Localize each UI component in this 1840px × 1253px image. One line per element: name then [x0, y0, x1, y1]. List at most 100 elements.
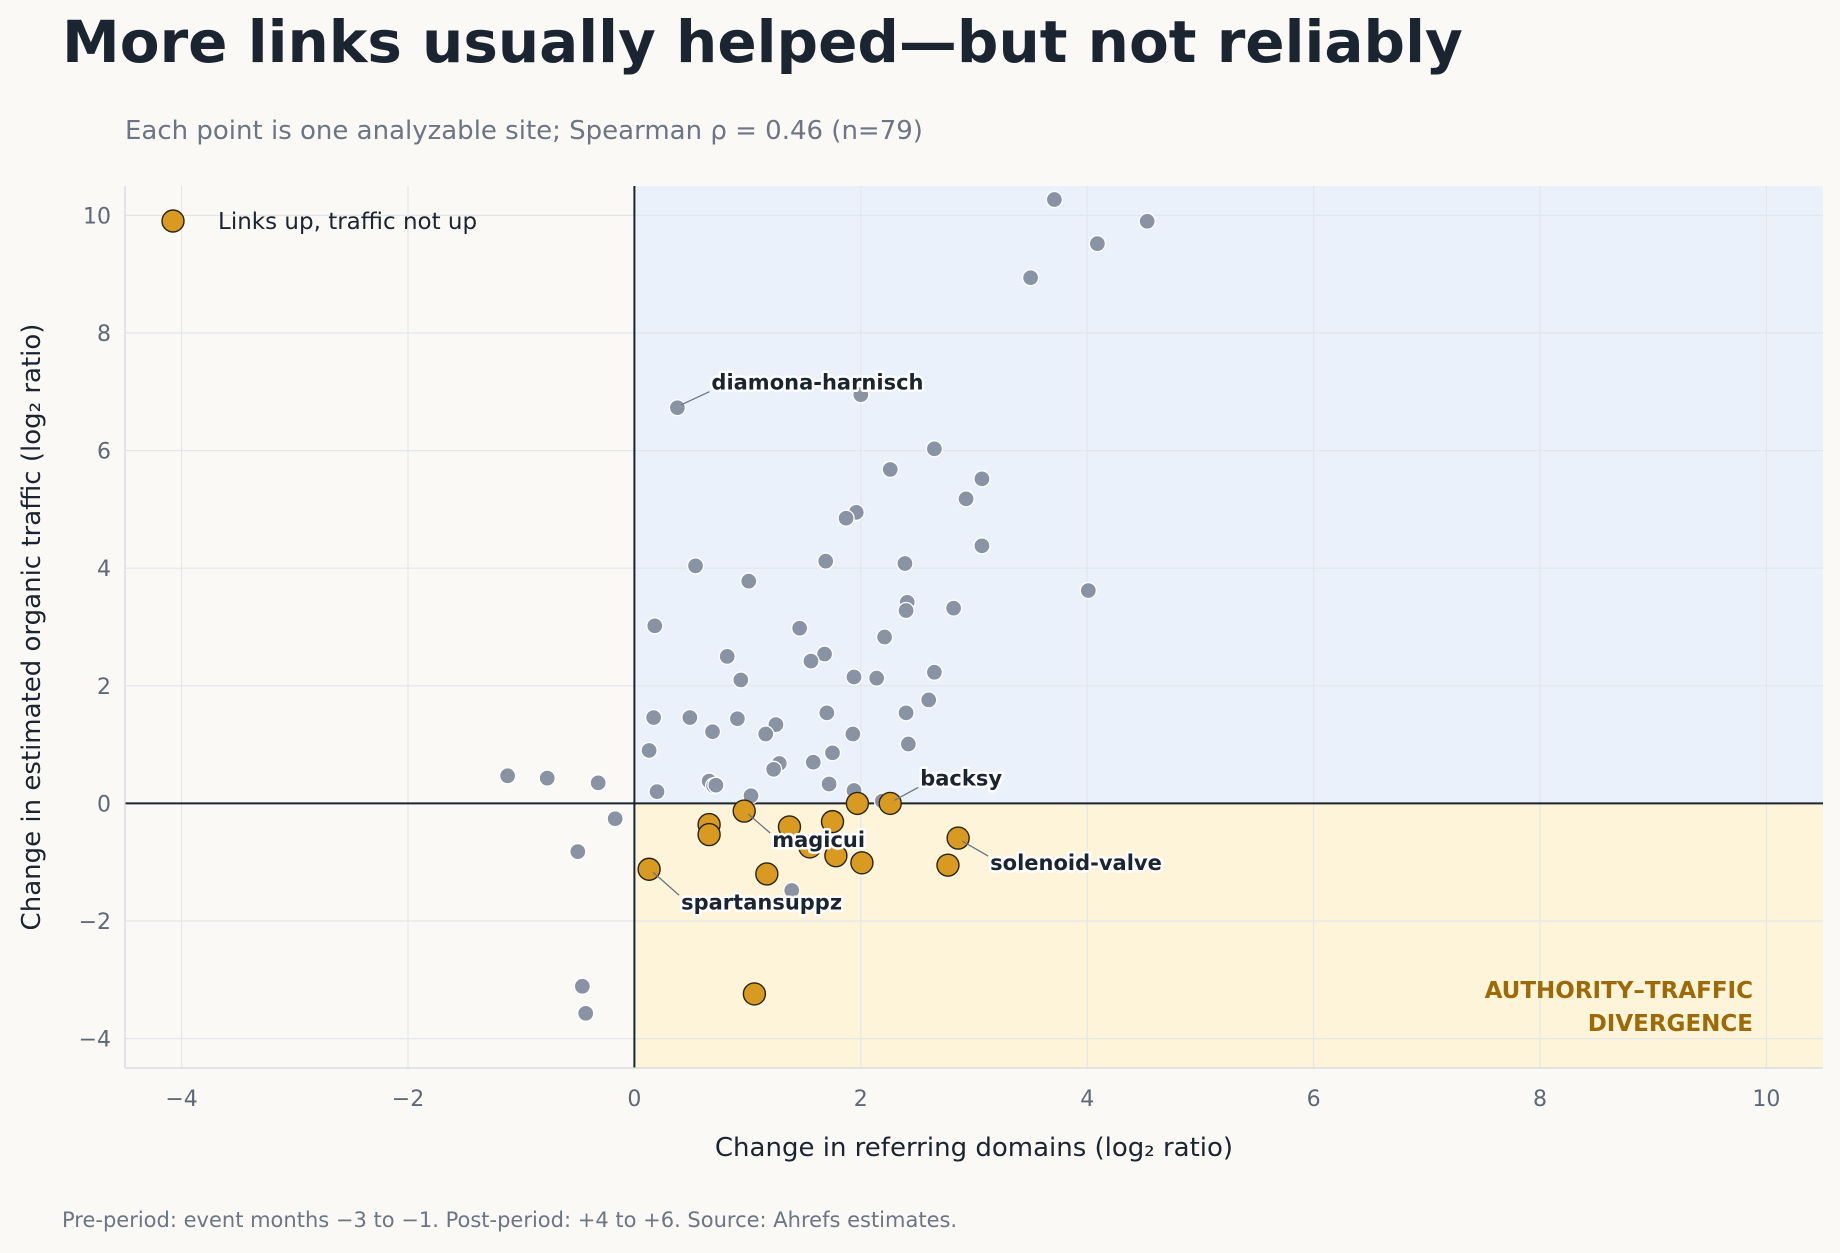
data-point — [925, 440, 944, 458]
data-point — [668, 399, 687, 417]
data-point — [764, 760, 783, 778]
y-tick-label: 8 — [97, 322, 111, 347]
annotation-leader — [893, 786, 919, 801]
region-label: AUTHORITY–TRAFFIC — [1485, 978, 1753, 1004]
highlight-point — [824, 844, 848, 868]
data-point — [818, 704, 836, 722]
data-point — [837, 509, 855, 527]
data-point — [640, 741, 658, 760]
annotation-label: diamona-harnisch — [711, 371, 923, 395]
x-tick-label: 0 — [627, 1087, 641, 1112]
x-tick-label: −4 — [165, 1087, 197, 1112]
data-point — [646, 617, 664, 635]
x-axis-label: Change in referring domains (log₂ ratio) — [715, 1133, 1233, 1163]
regions-layer — [634, 186, 1823, 1068]
legend: Links up, traffic not up — [161, 209, 477, 235]
y-tick-label: 4 — [97, 557, 111, 582]
data-point — [606, 810, 624, 828]
data-point — [897, 601, 915, 620]
highlight-point — [755, 862, 779, 886]
data-point — [881, 460, 899, 479]
data-point — [875, 628, 894, 646]
data-point — [815, 645, 834, 663]
annotation-leader — [652, 871, 680, 896]
data-point — [1088, 234, 1107, 253]
data-point — [920, 691, 938, 709]
data-point — [498, 767, 517, 785]
data-point — [757, 725, 775, 743]
y-tick-label: 6 — [97, 440, 111, 465]
data-point — [538, 769, 556, 787]
data-point — [589, 774, 607, 792]
data-point — [925, 663, 944, 681]
highlight-point — [946, 826, 970, 850]
data-point — [573, 977, 591, 995]
x-tick-label: 4 — [1080, 1087, 1094, 1112]
y-tick-label: −4 — [79, 1028, 111, 1053]
highlight-point — [878, 791, 902, 816]
data-point — [1138, 212, 1156, 230]
annotation-label: backsy — [920, 766, 1002, 790]
chart-footnote: Pre-period: event months −3 to −1. Post-… — [62, 1208, 958, 1232]
reference-lines-layer — [125, 186, 1823, 1068]
data-point — [867, 669, 886, 687]
data-point — [791, 619, 809, 637]
data-point — [703, 723, 722, 741]
points-layer — [498, 190, 1156, 1022]
data-point — [783, 881, 801, 900]
highlight-point — [798, 835, 822, 859]
highlight-point — [637, 857, 661, 881]
data-point — [896, 554, 914, 573]
annotation-label: spartansuppz — [681, 890, 842, 914]
data-point — [648, 782, 666, 801]
data-point — [973, 537, 991, 555]
region-upper-right — [634, 186, 1823, 804]
legend-marker — [161, 209, 185, 233]
x-tick-label: −2 — [392, 1087, 424, 1112]
data-point — [957, 490, 975, 508]
data-point — [852, 386, 870, 404]
annotation-label: solenoid-valve — [990, 851, 1162, 875]
chart-title: More links usually helped—but not reliab… — [62, 8, 1463, 76]
data-point — [707, 776, 725, 794]
data-point — [728, 710, 747, 728]
data-point — [802, 652, 820, 670]
data-point — [897, 704, 915, 722]
highlight-point — [732, 799, 756, 823]
data-point — [740, 572, 758, 590]
chart-subtitle: Each point is one analyzable site; Spear… — [125, 116, 923, 146]
data-point — [1045, 190, 1064, 209]
highlight-point — [820, 809, 845, 834]
data-point — [817, 552, 835, 570]
data-point — [804, 753, 822, 771]
y-axis-label: Change in estimated organic traffic (log… — [17, 324, 47, 931]
data-point — [1079, 581, 1097, 600]
y-tick-label: 10 — [83, 204, 111, 229]
data-point — [569, 842, 587, 861]
y-tick-label: 0 — [97, 792, 111, 817]
highlight-point — [697, 822, 721, 847]
data-point — [973, 470, 991, 488]
y-tick-label: −2 — [79, 910, 111, 935]
region-label: DIVERGENCE — [1588, 1011, 1753, 1037]
data-point — [718, 647, 736, 666]
data-point — [823, 744, 842, 762]
highlight-point — [845, 791, 870, 816]
x-tick-label: 8 — [1533, 1087, 1547, 1112]
data-point — [844, 725, 862, 743]
highlight-point — [850, 851, 874, 875]
highlight-point — [742, 982, 767, 1006]
annotation-leader — [961, 840, 989, 857]
x-tick-label: 10 — [1752, 1087, 1780, 1112]
data-point — [845, 668, 863, 686]
data-point — [820, 775, 838, 793]
annotations-layer: AUTHORITY–TRAFFIC DIVERGENCE diamona-harni… — [652, 368, 1753, 1037]
data-point — [944, 599, 963, 617]
x-tick-label: 6 — [1307, 1087, 1321, 1112]
highlight-point — [936, 853, 960, 877]
annotation-leader — [681, 391, 710, 406]
data-point — [1021, 269, 1040, 287]
annotation-label: magicui — [772, 828, 865, 852]
legend-label: Links up, traffic not up — [218, 209, 477, 235]
